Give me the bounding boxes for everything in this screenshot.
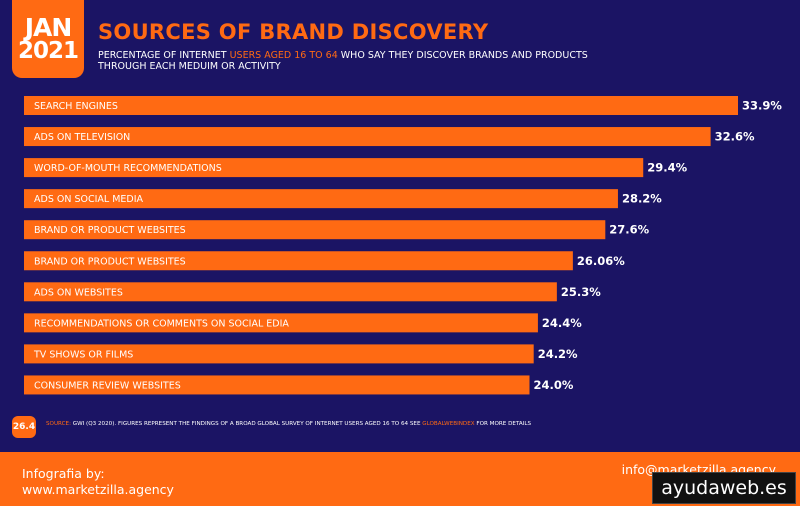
bar-value-label: 29.4% — [647, 161, 687, 175]
source-text-end: FOR MORE DETAILS — [474, 421, 532, 427]
credit-url[interactable]: www.marketzilla.agency — [22, 482, 174, 498]
watermark-logo: ayudaweb.es — [652, 472, 796, 504]
date-month: JAN — [24, 12, 73, 42]
bar-6 — [24, 282, 557, 302]
bar-8 — [24, 344, 534, 364]
source-text: GWI (Q3 2020). FIGURES REPRESENT THE FIN… — [70, 421, 423, 427]
bar-value-label: 27.6% — [609, 223, 649, 237]
subtitle-text-start: PERCENTAGE OF INTERNET — [98, 50, 230, 61]
bar-value-label: 25.3% — [561, 285, 601, 299]
page-title: SOURCES OF BRAND DISCOVERY — [98, 20, 489, 44]
source-label: SOURCE: — [46, 421, 71, 427]
credit-label: Infografia by: — [22, 466, 105, 481]
bar-category-label: TV SHOWS OR FILMS — [33, 349, 133, 360]
bar-category-label: ADS ON TELEVISION — [34, 132, 130, 143]
date-year: 2021 — [17, 38, 79, 65]
bar-category-label: WORD-OF-MOUTH RECOMMENDATIONS — [34, 163, 222, 174]
credit: Infografia by: www.marketzilla.agency — [22, 466, 174, 499]
bar-chart: SEARCH ENGINES 33.9% ADS ON TELEVISION 32.6… — [24, 96, 782, 395]
bar-0 — [24, 96, 738, 115]
bar-category-label: BRAND OR PRODUCT WEBSITES — [34, 256, 186, 267]
bar-value-label: 24.2% — [538, 347, 578, 361]
subtitle-highlight: USERS AGED 16 TO 64 — [229, 50, 338, 61]
subtitle-text-end: WHO SAY THEY DISCOVER BRANDS AND PRODUCT… — [98, 50, 588, 73]
bar-1 — [24, 127, 711, 147]
bar-category-label: BRAND OR PRODUCT WEBSITES — [34, 225, 186, 236]
bar-value-label: 28.2% — [622, 192, 662, 206]
date-badge: JAN 2021 — [12, 0, 84, 78]
page-number: 26.4 — [12, 416, 36, 438]
bar-value-label: 32.6% — [715, 130, 755, 144]
bar-category-label: CONSUMER REVIEW WEBSITES — [34, 380, 181, 391]
bar-9 — [24, 375, 530, 395]
bar-category-label: ADS ON WEBSITES — [34, 287, 123, 298]
bar-value-label: 24.4% — [542, 316, 582, 330]
page-subtitle: PERCENTAGE OF INTERNET USERS AGED 16 TO … — [98, 50, 618, 73]
bar-3 — [24, 189, 618, 209]
bar-value-label: 33.9% — [742, 99, 782, 113]
source-note: SOURCE: GWI (Q3 2020). FIGURES REPRESENT… — [46, 421, 531, 427]
bar-value-label: 26.06% — [577, 254, 625, 268]
bar-category-label: SEARCH ENGINES — [34, 101, 118, 112]
footer: Infografia by: www.marketzilla.agency in… — [0, 452, 800, 506]
bar-category-label: RECOMMENDATIONS OR COMMENTS ON SOCIAL ED… — [34, 318, 289, 329]
bar-2 — [24, 158, 644, 178]
bar-7 — [24, 313, 538, 333]
source-link[interactable]: GLOBALWEBINDEX — [422, 421, 475, 427]
bar-5 — [24, 251, 573, 271]
bar-value-label: 24.0% — [533, 378, 573, 392]
bar-4 — [24, 220, 606, 240]
bar-category-label: ADS ON SOCIAL MEDIA — [34, 194, 144, 205]
